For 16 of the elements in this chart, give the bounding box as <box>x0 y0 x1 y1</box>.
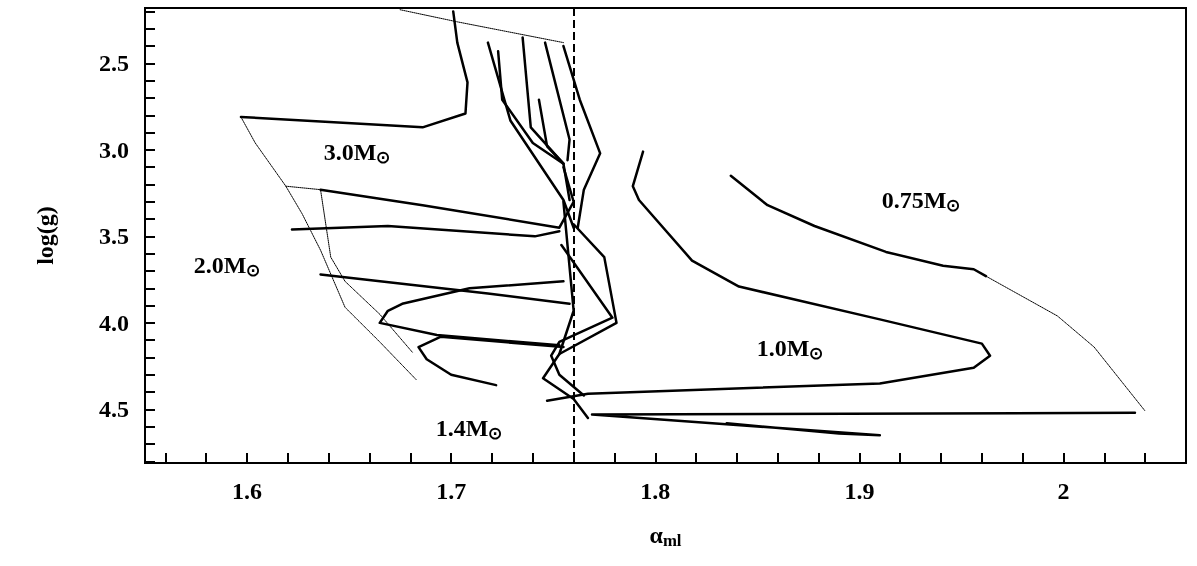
y-tick-label: 3.0 <box>99 136 129 163</box>
x-tick-label: 2 <box>1057 478 1070 504</box>
y-tick-label: 3.5 <box>99 223 129 250</box>
annotation: 0.75M⊙ <box>881 187 961 215</box>
x-tick-label: 1.6 <box>232 478 263 504</box>
annotation: 1.0M⊙ <box>756 335 824 363</box>
annotation: 1.4M⊙ <box>435 415 503 443</box>
y-axis-title: log(g) <box>32 206 58 265</box>
annotation: 3.0M⊙ <box>323 139 391 167</box>
annotation: 2.0M⊙ <box>193 252 261 280</box>
x-tick-label: 1.7 <box>436 478 467 504</box>
y-tick-label: 4.0 <box>99 309 129 336</box>
y-tick-label: 2.5 <box>99 50 129 77</box>
x-tick-label: 1.9 <box>844 478 875 504</box>
y-tick-label: 4.5 <box>99 396 129 423</box>
x-tick-label: 1.8 <box>640 478 671 504</box>
